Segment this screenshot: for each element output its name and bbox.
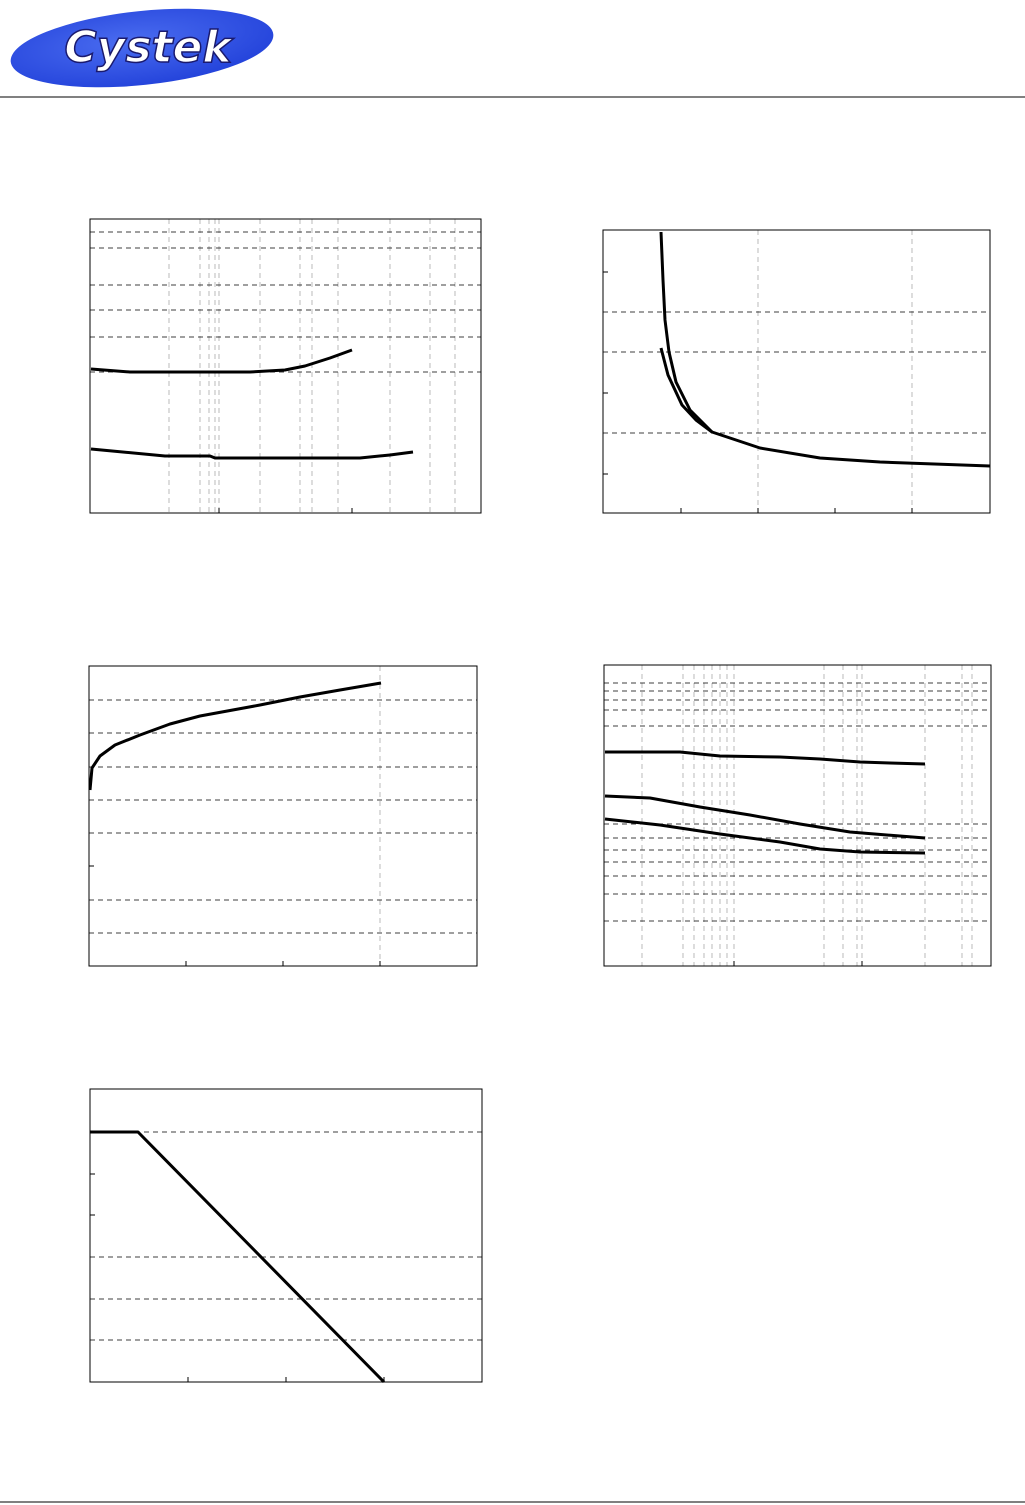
logo-ellipse xyxy=(10,8,274,88)
chart-frame xyxy=(89,1088,483,1383)
curve xyxy=(659,347,713,434)
logo: Cystek xyxy=(64,22,234,73)
curve xyxy=(605,750,926,766)
curve xyxy=(90,348,353,374)
chart-frame xyxy=(603,664,992,967)
chart-frame xyxy=(88,665,478,967)
curve xyxy=(90,447,414,460)
chart-frame xyxy=(89,218,482,514)
chart-frame xyxy=(602,229,991,514)
curve xyxy=(88,681,382,791)
curve xyxy=(604,794,926,840)
curve xyxy=(659,231,991,468)
curve xyxy=(604,817,926,855)
curve xyxy=(90,1130,386,1384)
